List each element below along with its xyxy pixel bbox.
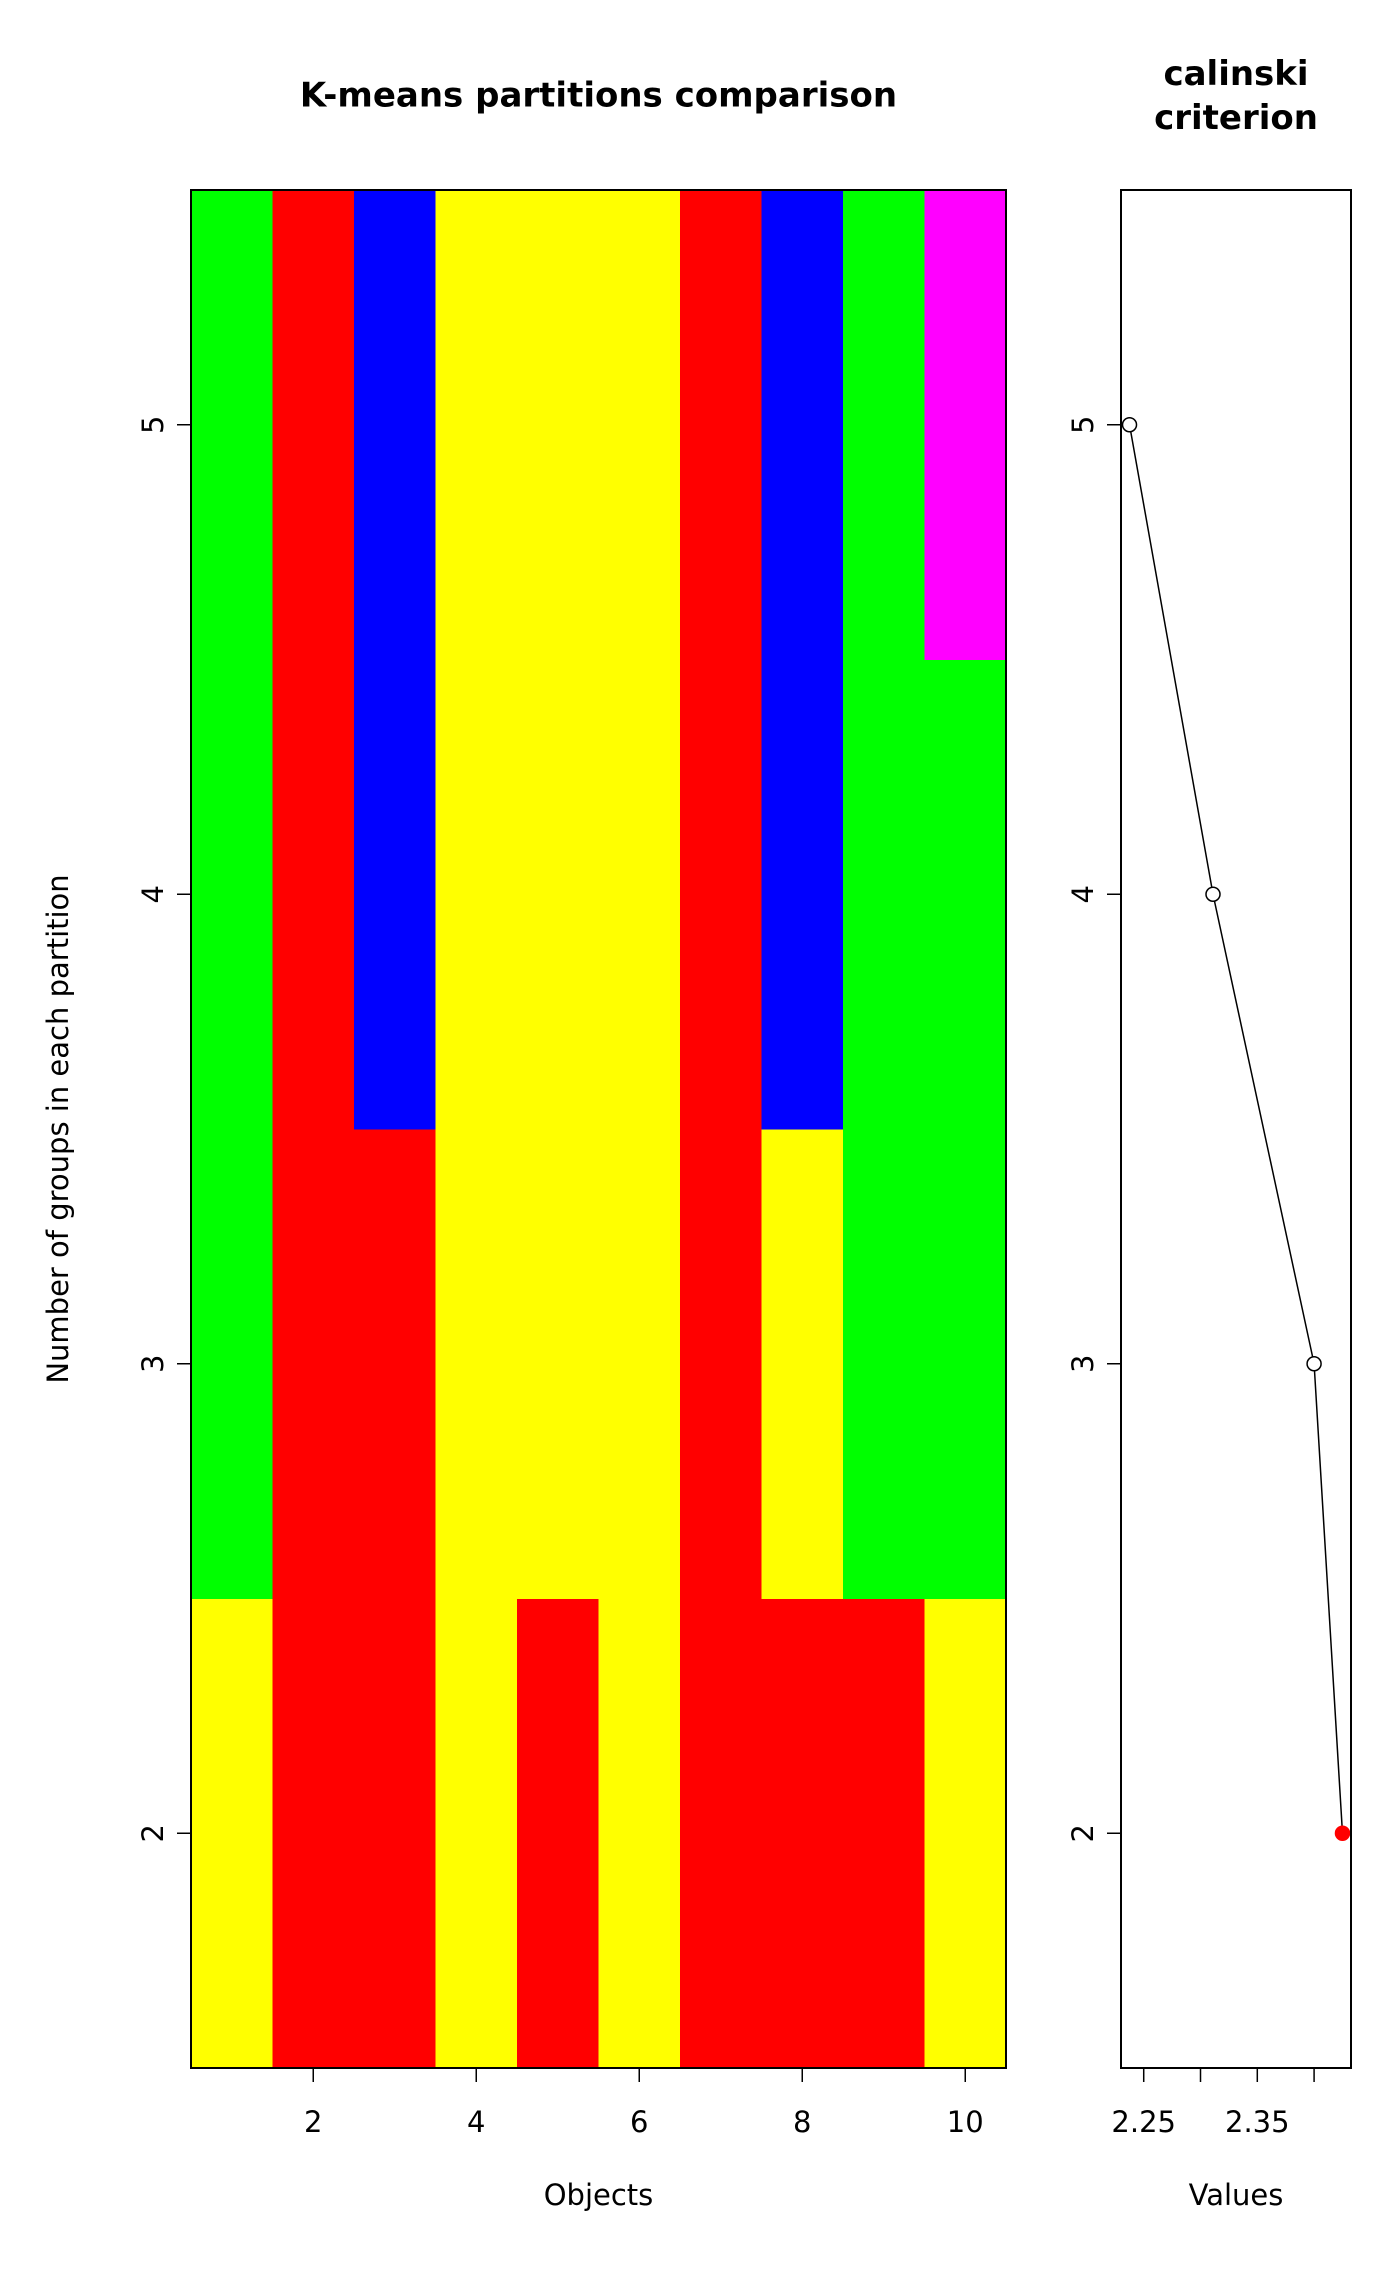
y-tick-label: 5 (136, 416, 170, 434)
cell (272, 190, 355, 660)
cell (761, 659, 844, 1130)
cell (354, 1598, 436, 2069)
cell (924, 1598, 1007, 2069)
y-tick-label: 2 (1066, 1824, 1100, 1842)
cell (598, 659, 681, 1130)
cell (598, 190, 681, 660)
cell (843, 1598, 925, 2069)
x-tick-label: 8 (793, 2105, 811, 2139)
y-tick-label: 4 (136, 885, 170, 903)
cell (191, 1598, 273, 2069)
cell (191, 190, 273, 660)
cell (354, 190, 436, 660)
title-line: criterion (1154, 98, 1318, 138)
cell (191, 659, 273, 1130)
cell (435, 1598, 518, 2069)
x-tick-label: 2 (304, 2105, 322, 2139)
cell (272, 659, 355, 1130)
cell (761, 1129, 844, 1599)
x-tick-label: 10 (947, 2105, 984, 2139)
cell (191, 1129, 273, 1599)
cell (435, 1129, 518, 1599)
chart-title: calinski criterion (1154, 54, 1318, 138)
cell (517, 1598, 599, 2069)
cell (843, 190, 925, 660)
x-tick-label: 2.35 (1225, 2105, 1290, 2139)
x-tick-label: 6 (630, 2105, 648, 2139)
cell (354, 1129, 436, 1599)
cell (598, 1598, 681, 2069)
chart-title: K-means partitions comparison (300, 76, 897, 116)
cell (272, 1129, 355, 1599)
y-axis-label: Number of groups in each partition (41, 874, 75, 1383)
cell (924, 659, 1007, 1130)
x-axis-label: Objects (544, 2178, 654, 2212)
cell (680, 1598, 762, 2069)
point (1334, 1825, 1351, 1841)
x-tick-label: 4 (467, 2105, 485, 2139)
cell (924, 1129, 1007, 1599)
cell (680, 190, 762, 660)
cell (761, 1598, 844, 2069)
cell (598, 1129, 681, 1599)
y-tick-label: 4 (1066, 885, 1100, 903)
line (1128, 424, 1344, 1834)
x-tick-label: 2.25 (1111, 2105, 1176, 2139)
y-tick-label: 3 (136, 1355, 170, 1373)
point (1306, 1356, 1322, 1372)
cell (680, 1129, 762, 1599)
x-axis-label: Values (1189, 2178, 1284, 2212)
cell (517, 659, 599, 1130)
cell (354, 659, 436, 1130)
y-tick-label: 3 (1066, 1355, 1100, 1373)
cell (843, 1129, 925, 1599)
cell (272, 1598, 355, 2069)
cell (517, 190, 599, 660)
cell (435, 659, 518, 1130)
plot-frame (1120, 189, 1352, 2069)
y-tick-label: 2 (136, 1824, 170, 1842)
cell (435, 190, 518, 660)
y-tick-label: 5 (1066, 416, 1100, 434)
point (1205, 886, 1221, 902)
title-line: calinski (1163, 54, 1308, 94)
cell (924, 190, 1007, 660)
cell (680, 659, 762, 1130)
point (1121, 417, 1138, 433)
cell (843, 659, 925, 1130)
cell (517, 1129, 599, 1599)
cell (761, 190, 844, 660)
